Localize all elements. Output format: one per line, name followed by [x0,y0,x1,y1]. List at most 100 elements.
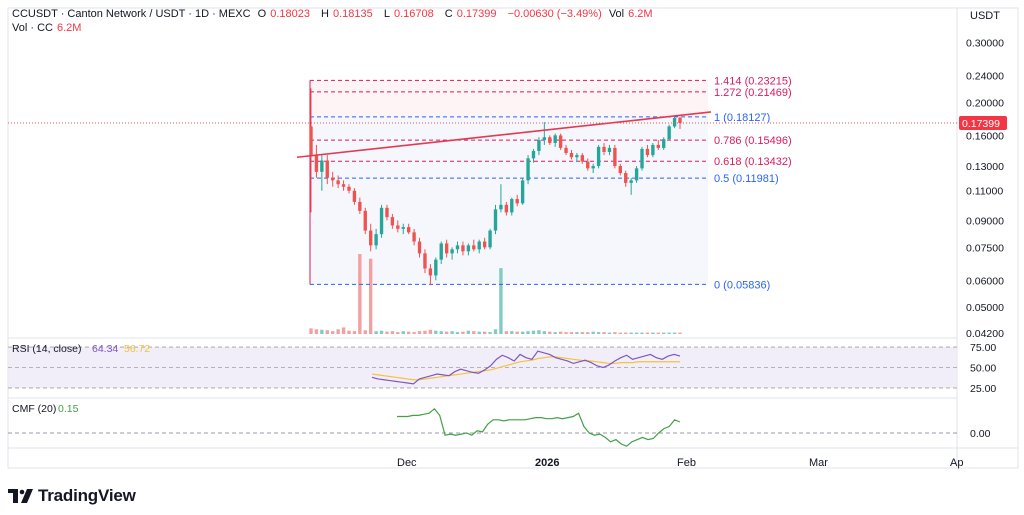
candle [363,207,367,235]
candle [428,263,433,286]
volume-bar [369,258,373,334]
candle-body [558,135,563,148]
price-tick-label: 0.13000 [966,161,1004,173]
tradingview-logo-icon [8,489,33,503]
volume-bar [531,330,536,334]
time-axis-labels: Dec 2026 Feb Mar Ap [397,457,963,469]
candle-body [320,160,324,172]
candle-body [678,117,682,123]
ohlc-high-label: H [321,8,329,20]
volume-bar [613,332,617,334]
volume-bar [417,331,422,334]
fib-level-label: 1.414 (0.23215) [714,75,792,87]
candle-body [352,190,357,202]
resistance-trendline [296,111,712,159]
candle [504,201,509,216]
volume-bar [537,330,541,334]
current-price-badge [959,115,1007,130]
price-tick-label: 0.30000 [966,38,1004,50]
rsi-legend-ma-value: 56.72 [124,343,150,355]
candle [369,223,373,252]
price-axis-unit: USDT [970,10,1000,22]
candle-body [444,243,449,254]
price-tick-label: 0.05000 [966,302,1004,314]
candle [575,153,579,162]
candle [406,223,411,235]
tradingview-brand-text: TradingView [38,486,136,505]
volume-bar [406,331,411,334]
ohlc-close-label: C [444,8,453,20]
candle-body [645,148,650,156]
candle-body [379,207,384,235]
candle-body [341,184,346,187]
candle-body [526,158,530,181]
price-tick-label: 0.06000 [966,275,1004,287]
rsi-tick-label: 25.00 [970,383,996,395]
candle [325,155,329,185]
price-tick-label: 0.20000 [966,97,1004,109]
ohlc-change: −0.00630 (−3.49%) [507,8,602,20]
volume-legend-label[interactable]: Vol · CC [12,22,53,34]
candle-body [591,166,595,169]
candle [510,197,514,216]
volume-bar [314,329,319,334]
volume-bar [591,331,595,334]
volume-bar [352,331,357,334]
candle-body [385,207,389,218]
volume-bar [558,331,563,334]
candle [629,177,633,195]
candle-body [369,230,373,246]
candle-body [374,234,378,246]
candle [667,124,671,141]
candle-body [531,150,536,159]
fib-level-label: 1 (0.18127) [714,112,770,124]
candle [401,223,405,235]
cmf-line [397,407,681,447]
candle-body [548,137,552,143]
candle [444,239,449,258]
candle-body [520,180,525,204]
candle [526,155,530,185]
candle [434,257,438,281]
candle-body [553,135,557,143]
volume-bar [450,331,454,334]
cmf-pane: 0.00 CMF (20) 0.15 [8,403,991,447]
header-volume: Vol 6.2M [609,8,657,20]
volume-bar [640,332,644,334]
candle [542,122,547,145]
candle [379,204,384,238]
candle [455,241,460,254]
symbol-title[interactable]: CCUSDT · Canton Network / USDT · 1D · ME… [12,8,251,20]
cmf-legend-label: CMF (20) [12,403,56,415]
candle [461,241,465,256]
candle [618,163,622,176]
volume-bar [569,332,574,334]
volume-bar [656,332,660,334]
candle-body [564,147,568,154]
candle [640,146,644,171]
volume-bar [390,331,395,334]
candle [531,148,536,163]
volume-bar [607,332,612,334]
candle-body [651,144,655,156]
trendline[interactable] [296,111,712,159]
candle [596,144,601,169]
candle-body [634,168,639,181]
candle [352,188,357,205]
volume-bar [542,331,547,334]
current-price-marker: 0.17399 [8,115,1007,130]
candle-body [396,225,400,229]
candle [613,144,617,169]
candle [493,204,498,235]
candle-body [656,144,660,148]
candle [472,239,476,252]
candle-body [406,227,411,233]
candle-body [455,245,460,250]
candle-body [575,155,579,158]
fib-retracement-zone [309,80,708,285]
candle [482,237,487,250]
candle-body [466,245,471,252]
volume-bar [434,330,438,334]
ohlc-low-label: L [383,8,390,20]
